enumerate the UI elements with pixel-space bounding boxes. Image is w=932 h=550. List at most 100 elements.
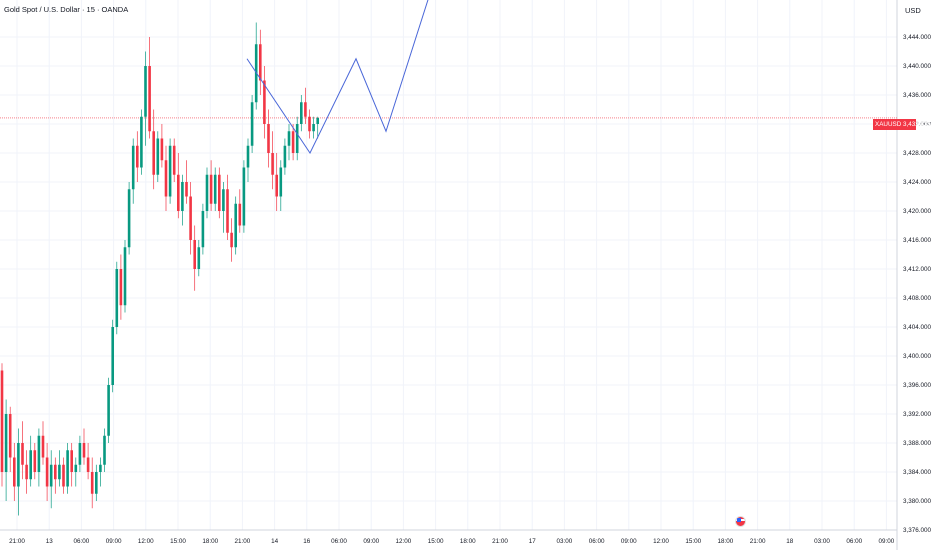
candle [127, 182, 131, 255]
candle-body [263, 80, 266, 124]
time-tick-label: 06:00 [74, 538, 90, 545]
time-tick-label: 06:00 [331, 538, 347, 545]
time-tick-label: 18 [786, 538, 794, 545]
candle [263, 66, 266, 139]
candle-body [66, 450, 69, 487]
candle-body [185, 182, 188, 197]
price-axis[interactable]: 3,444.000 3,440.000 3,436.000 3,432.000 3,42… [903, 34, 932, 534]
candle-body [37, 435, 41, 472]
time-tick-label: 09:00 [106, 538, 122, 545]
candle-body [74, 464, 78, 472]
candle [193, 225, 196, 291]
candle-body [213, 174, 217, 204]
candle-body [54, 464, 57, 480]
price-tick-label: 3,444.000 [903, 34, 932, 41]
candle-body [62, 464, 65, 487]
price-tick-label: 3,440.000 [903, 63, 932, 70]
projection-polyline[interactable] [246, 0, 430, 155]
candle-body [222, 189, 225, 211]
candle-body [246, 145, 250, 168]
time-tick-label: 15:00 [428, 538, 444, 545]
candle-body [287, 131, 291, 146]
time-tick-label: 18:00 [460, 538, 476, 545]
candle [222, 182, 225, 233]
candle [33, 443, 37, 480]
candle [136, 131, 139, 182]
time-tick-label: 18:00 [202, 538, 218, 545]
candle-body [103, 435, 106, 465]
candle-body [308, 116, 311, 132]
candle [160, 124, 164, 168]
currency-label[interactable]: USD [905, 6, 921, 15]
candle-body [172, 145, 176, 175]
candle [177, 153, 180, 219]
last-price-tag: XAUUSD 3,432.835 [873, 119, 931, 130]
price-tick-label: 3,436.000 [903, 92, 932, 99]
candle [218, 167, 221, 219]
candle-body [4, 414, 8, 472]
candle-body [267, 124, 270, 153]
candle-body [152, 131, 155, 175]
price-tick-label: 3,396.000 [903, 382, 932, 389]
candle-body [300, 102, 303, 124]
candle-body [291, 131, 295, 153]
time-tick-label: 12:00 [396, 538, 412, 545]
candle-body [107, 385, 110, 436]
price-tick-label: 3,420.000 [903, 208, 932, 215]
candle [230, 218, 233, 262]
candle-body [181, 182, 184, 211]
time-tick-label: 06:00 [589, 538, 605, 545]
time-tick-label: 12:00 [653, 538, 669, 545]
time-tick-label: 21:00 [750, 538, 766, 545]
candle [66, 443, 69, 494]
candle [254, 22, 258, 110]
candle [74, 457, 78, 487]
candle-body [58, 464, 61, 480]
candle-body [160, 138, 164, 161]
time-tick-label: 13 [46, 538, 54, 545]
candle-body [283, 145, 287, 168]
candle [13, 443, 16, 501]
candle [119, 254, 123, 320]
time-tick-label: 15:00 [170, 538, 186, 545]
candle [25, 450, 28, 494]
time-tick-label: 21:00 [9, 538, 25, 545]
candle-body [295, 124, 299, 153]
candle-body [316, 117, 319, 124]
candle-body [33, 450, 37, 472]
price-tick-label: 3,428.000 [903, 150, 932, 157]
time-tick-label: 09:00 [879, 538, 895, 545]
candle [201, 203, 205, 255]
candle [131, 138, 135, 204]
drawn-projection-path[interactable] [246, 0, 430, 155]
candle [82, 428, 86, 465]
candle-body [312, 124, 315, 132]
time-tick-label: 06:00 [846, 538, 862, 545]
candle [86, 443, 90, 480]
price-tick-label: 3,376.000 [903, 527, 932, 534]
time-axis[interactable]: 21:00 13 06:00 09:00 12:00 15:00 18:00 21:00 14 1… [9, 538, 895, 545]
candle-body [49, 464, 53, 487]
candle-body [78, 443, 82, 465]
time-tick-label: 21:00 [235, 538, 251, 545]
candle-body [111, 327, 114, 385]
candle [4, 399, 8, 501]
candle-body [90, 472, 94, 494]
chart-title: Gold Spot / U.S. Dollar · 15 · OANDA [4, 5, 129, 14]
candle-body [189, 196, 192, 240]
candle [300, 95, 303, 132]
candle [291, 124, 295, 161]
candle-body [250, 102, 254, 146]
candle-body [82, 443, 86, 458]
candle-body [95, 472, 98, 494]
candle [58, 450, 61, 487]
candle-body [41, 435, 45, 458]
us-flag-event-icon[interactable] [735, 516, 746, 527]
candle-body [279, 167, 283, 197]
candle [17, 428, 20, 516]
price-tick-label: 3,432.000 [903, 121, 932, 128]
candle-body [70, 450, 73, 472]
time-tick-label: 03:00 [814, 538, 830, 545]
